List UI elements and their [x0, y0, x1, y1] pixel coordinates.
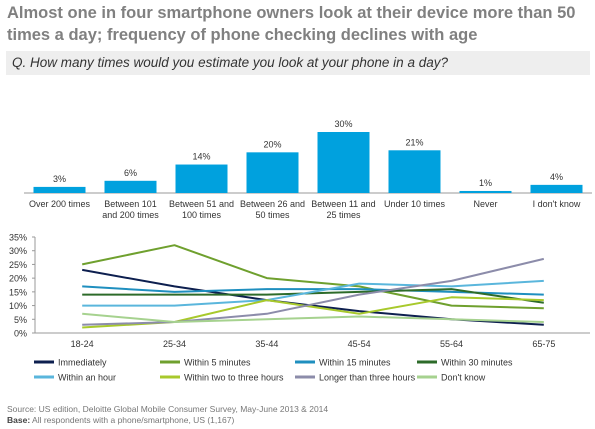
- bar-7: [530, 184, 583, 193]
- x-tick-label: 55-64: [440, 339, 463, 349]
- bar-1: [104, 180, 157, 193]
- legend-label-4: Within an hour: [58, 373, 116, 383]
- legend-label-6: Longer than three hours: [319, 373, 416, 383]
- survey-question: Q. How many times would you estimate you…: [6, 51, 590, 75]
- x-tick-label: 45-54: [348, 339, 371, 349]
- x-tick-label: 18-24: [71, 339, 94, 349]
- base-note: Base: All respondents with a phone/smart…: [7, 415, 234, 425]
- y-tick-label: 25%: [9, 260, 27, 270]
- bar-data-label-4: 30%: [334, 119, 352, 129]
- series-line-1: [81, 244, 544, 310]
- bar-4: [317, 132, 370, 193]
- base-text: All respondents with a phone/smartphone,…: [30, 415, 235, 425]
- y-tick-label: 15%: [9, 287, 27, 297]
- x-tick-label: 25-34: [163, 339, 186, 349]
- chart-title: Almost one in four smartphone owners loo…: [7, 4, 576, 44]
- base-label: Base:: [7, 415, 31, 425]
- bar-category-label-3: 50 times: [255, 210, 290, 220]
- legend-label-2: Within 15 minutes: [319, 358, 391, 368]
- bar-data-label-6: 1%: [479, 178, 492, 188]
- bar-3: [246, 152, 299, 193]
- bar-category-label-2: Between 51 and: [169, 199, 234, 209]
- bar-data-label-0: 3%: [53, 174, 66, 184]
- y-tick-label: 5%: [14, 315, 27, 325]
- bar-category-label-4: Between 11 and: [311, 199, 375, 209]
- x-tick-label: 35-44: [255, 339, 278, 349]
- bar-data-label-7: 4%: [550, 172, 563, 182]
- bar-category-label-7: I don't know: [533, 199, 581, 209]
- bar-category-label-6: Never: [473, 199, 497, 209]
- bar-6: [459, 190, 512, 193]
- series-line-7: [82, 312, 544, 323]
- bar-category-label-1: and 200 times: [102, 210, 159, 220]
- bar-2: [175, 164, 228, 193]
- bar-data-label-2: 14%: [192, 152, 210, 162]
- source-note: Source: US edition, Deloitte Global Mobi…: [7, 404, 329, 414]
- bar-data-label-5: 21%: [405, 137, 423, 147]
- bar-5: [388, 150, 441, 193]
- y-tick-label: 30%: [9, 246, 27, 256]
- legend-label-0: Immediately: [58, 358, 107, 368]
- series-line-3: [82, 288, 544, 304]
- legend-label-7: Don't know: [441, 373, 486, 383]
- bar-0: [33, 186, 86, 193]
- y-tick-label: 35%: [9, 233, 27, 243]
- bar-category-label-4: 25 times: [326, 210, 361, 220]
- series-line-6: [82, 257, 545, 326]
- legend-label-1: Within 5 minutes: [184, 358, 251, 368]
- y-tick-label: 20%: [9, 274, 27, 284]
- legend-label-3: Within 30 minutes: [441, 358, 513, 368]
- bar-data-label-3: 20%: [263, 139, 281, 149]
- series-line-4: [82, 279, 544, 307]
- bar-category-label-2: 100 times: [182, 210, 222, 220]
- y-tick-label: 10%: [9, 301, 27, 311]
- bar-category-label-0: Over 200 times: [29, 199, 91, 209]
- legend-label-5: Within two to three hours: [184, 373, 284, 383]
- x-tick-label: 65-75: [532, 339, 555, 349]
- y-tick-label: 0%: [14, 329, 27, 339]
- bar-category-label-1: Between 101: [104, 199, 157, 209]
- bar-category-label-3: Between 26 and: [240, 199, 305, 209]
- bar-data-label-1: 6%: [124, 168, 137, 178]
- bar-category-label-5: Under 10 times: [384, 199, 446, 209]
